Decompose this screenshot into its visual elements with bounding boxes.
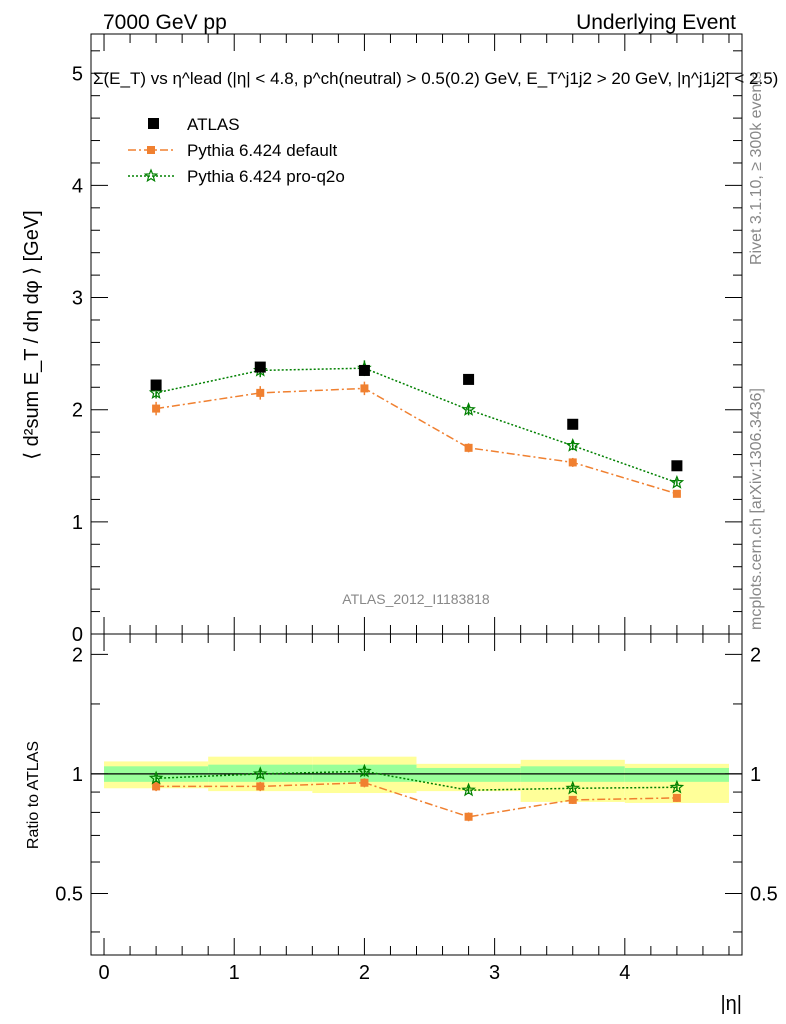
ratio-ytick-label: 2 [72,644,83,666]
ratio-line-default [156,781,677,818]
main-ytick-label: 4 [72,175,83,197]
point-proq2o [461,402,476,416]
ratio-xtick-label: 0 [98,962,109,984]
band-inner [416,767,521,782]
rivet-label: Rivet 3.1.10, ≥ 300k events [748,71,765,265]
ratio-xtick-label: 4 [619,962,630,984]
point-atlas [358,364,370,376]
ratio-point-proq2o [252,766,268,781]
mcplots-label: mcplots.cern.ch [arXiv:1306.3436] [748,388,765,630]
point-atlas [254,361,266,373]
point-proq2o [565,437,581,452]
ratio-xtick-label: 1 [229,962,240,984]
legend-label-default: Pythia 6.424 default [187,141,338,160]
ratio-point-default [464,812,473,821]
ratio-line-proq2o [156,770,677,791]
ratio-xtick-label: 3 [489,962,500,984]
ratio-xtick-label: 2 [359,962,370,984]
point-default [152,404,161,413]
legend-marker-proq2o [143,168,159,183]
ratio-ytick-label-right: 0.5 [750,883,778,905]
header-left: 7000 GeV pp [103,11,227,34]
ratio-ytick-label-right: 1 [750,764,761,786]
main-ytick-label: 2 [72,400,83,422]
ratio-point-proq2o [669,779,685,794]
ratio-point-default [256,782,265,791]
ratio-point-proq2o [461,782,476,797]
header-right: Underlying Event [576,11,736,34]
point-default [464,443,473,452]
cut-text: Σ(E_T) vs η^lead (|η| < 4.8, p^ch(neutra… [93,69,778,88]
main-ytick-label: 1 [72,512,83,534]
point-default [568,458,577,467]
xlabel: |η| [720,993,742,1015]
ratio-ytick-label: 1 [72,764,83,786]
point-atlas [150,379,162,391]
series-line-proq2o [155,367,678,484]
band-inner [624,767,729,782]
ratio-ytick-label: 0.5 [55,883,83,905]
main-ytick-label: 0 [72,624,83,646]
point-proq2o [669,474,685,489]
ratio-point-default [152,782,161,791]
ratio-point-proq2o [565,780,581,795]
main-panel: 0 1 2 3 4 5 [72,33,743,646]
ylabel-main: ⟨ d²sum E_T / dη dφ ⟩ [GeV] [21,210,43,459]
ratio-ytick-label-right: 2 [750,644,761,666]
legend-marker-atlas [148,118,159,129]
legend-marker-default [147,146,155,154]
point-default [256,388,265,397]
ratio-panel: 0.5 0.5 1 1 2 2 0 1 2 3 4 [55,633,778,984]
point-default [360,384,369,393]
ratio-point-default [568,795,577,804]
legend-label-proq2o: Pythia 6.424 pro-q2o [187,167,345,186]
legend-label-atlas: ATLAS [187,115,240,134]
ratio-point-proq2o [148,770,164,785]
ratio-point-proq2o [357,763,372,778]
ratio-point-default [672,793,681,802]
legend: ATLAS Pythia 6.424 default Pythia 6.424 … [128,115,345,186]
ratio-point-default [360,778,369,787]
point-atlas [463,373,475,385]
point-atlas [671,460,683,472]
series-line-default [155,387,678,495]
point-atlas [567,418,579,430]
ylabel-ratio: Ratio to ATLAS [25,741,42,849]
point-proq2o [148,385,164,400]
main-ytick-label: 3 [72,288,83,310]
point-default [672,489,681,498]
analysis-id: ATLAS_2012_I1183818 [342,591,490,607]
main-ytick-label: 5 [72,63,83,85]
